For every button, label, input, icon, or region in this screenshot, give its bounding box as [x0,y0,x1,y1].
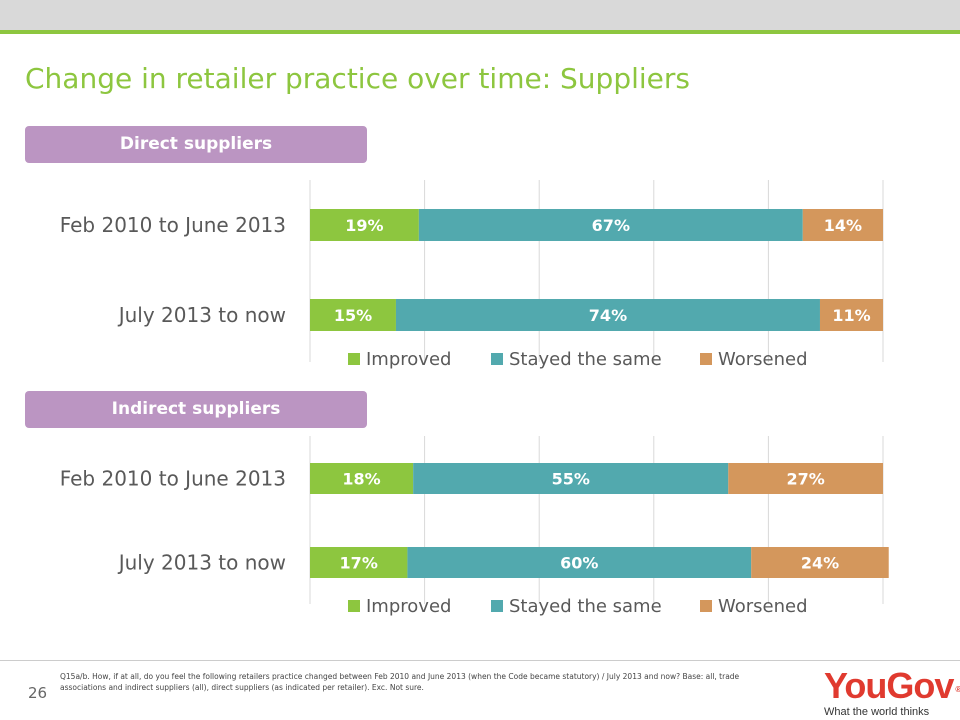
footnote: Q15a/b. How, if at all, do you feel the … [60,672,740,692]
logo-tagline: What the world thinks [824,706,930,718]
data-label: 24% [801,554,839,573]
slide-title: Change in retailer practice over time: S… [25,62,690,95]
section-label-indirect: Indirect suppliers [25,391,367,428]
legend-label: Stayed the same [509,596,662,617]
legend-swatch [491,353,503,365]
bar-segment [418,209,803,241]
bar-segment [310,299,396,331]
bar-segment [819,299,883,331]
legend-label: Improved [366,349,451,370]
category-label: Feb 2010 to June 2013 [60,467,286,491]
bar-segment [310,209,419,241]
top-accent-line [0,30,960,34]
bar-segment [751,547,889,578]
logo-registered: ® [955,685,960,694]
legend-swatch [700,600,712,612]
legend-label: Improved [366,596,451,617]
top-bar [0,0,960,30]
legend-swatch [491,600,503,612]
bar-segment [407,547,752,578]
bar-segment [310,547,408,578]
bar-segment [802,209,883,241]
category-label: Feb 2010 to June 2013 [60,213,286,237]
data-label: 55% [552,470,590,489]
legend-swatch [348,353,360,365]
data-label: 60% [560,554,598,573]
bar-segment [310,463,414,494]
data-label: 74% [589,306,627,325]
bar-segment [395,299,820,331]
bar-segment [728,463,883,494]
bar-segment [413,463,729,494]
data-label: 15% [334,306,372,325]
data-label: 18% [342,470,380,489]
legend-swatch [700,353,712,365]
legend-label: Stayed the same [509,349,662,370]
data-label: 14% [824,216,862,235]
footer-divider [0,660,960,661]
category-label: July 2013 to now [117,303,286,327]
page-number: 26 [28,684,48,702]
section-label-direct: Direct suppliers [25,126,367,163]
chart-direct-suppliers: Feb 2010 to June 2013 19% 67% 14% July 2013 … [60,180,884,370]
legend-swatch [348,600,360,612]
yougov-logo: YouGov ® What the world thinks [824,665,960,719]
data-label: 27% [786,470,824,489]
data-label: 67% [592,216,630,235]
legend-label: Worsened [718,349,808,370]
legend-label: Worsened [718,596,808,617]
chart-indirect-suppliers: Feb 2010 to June 2013 18% 55% 27% July 2013 … [60,436,889,617]
data-label: 11% [832,306,870,325]
category-label: July 2013 to now [117,551,286,575]
data-label: 19% [345,216,383,235]
data-label: 17% [340,554,378,573]
logo-brand: YouGov [824,665,954,706]
